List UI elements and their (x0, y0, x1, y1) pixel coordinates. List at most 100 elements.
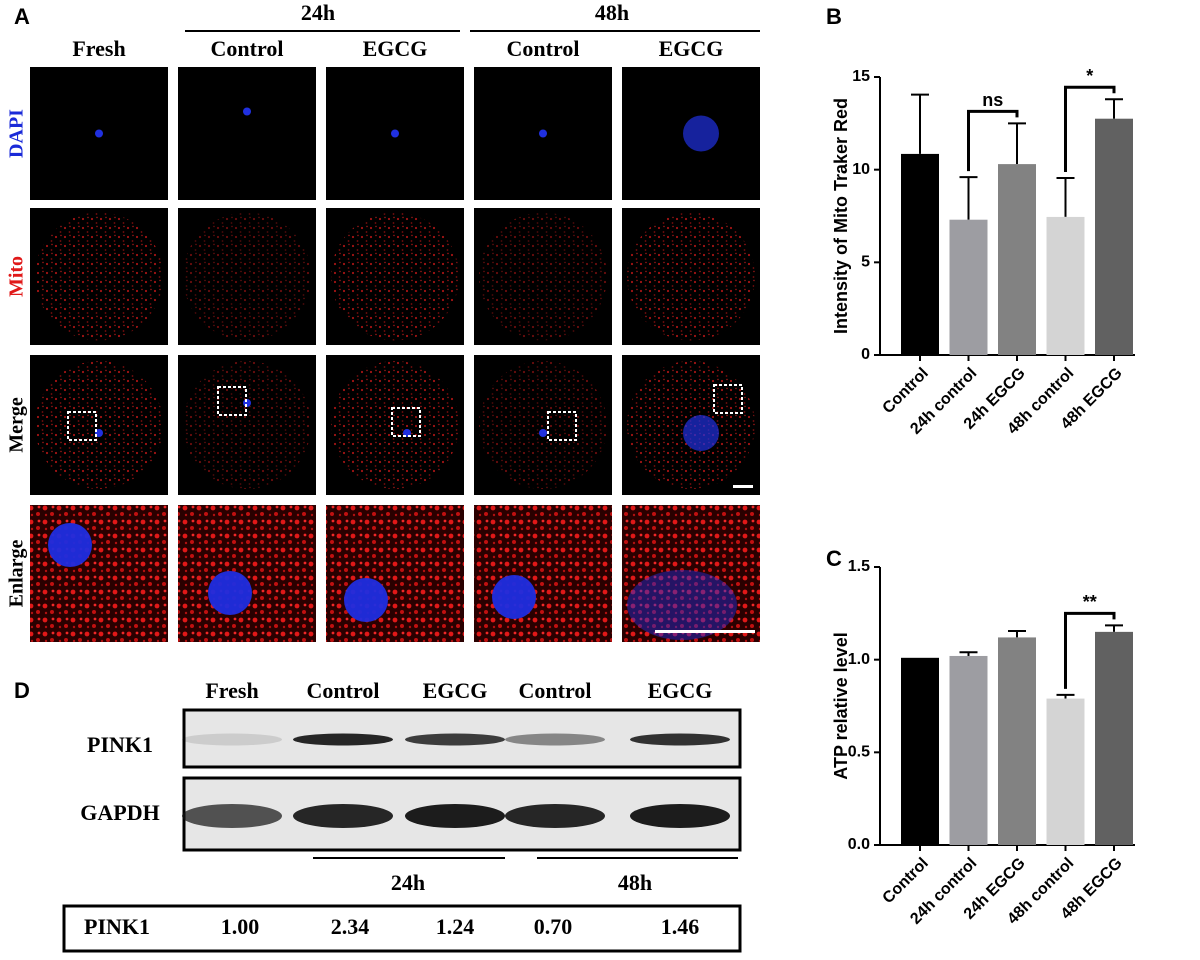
error-bar (1056, 693, 1075, 699)
chromatin (539, 129, 547, 138)
panel-label: B (826, 4, 842, 29)
table-cell: 1.46 (661, 914, 700, 939)
y-tick-label: 10 (852, 161, 870, 178)
lane-label: Control (307, 678, 380, 703)
band (293, 733, 393, 746)
micrograph (178, 67, 316, 200)
chromatin (95, 129, 103, 138)
micrograph (178, 505, 316, 642)
oocyte (331, 212, 459, 341)
bar (1095, 118, 1133, 355)
table-box (62, 904, 742, 953)
band (505, 804, 605, 828)
panel-label: C (826, 546, 842, 571)
inset-box (713, 384, 743, 414)
row-label: Enlarge (6, 539, 28, 607)
error-bar (959, 651, 978, 656)
table-cell: 1.24 (436, 914, 475, 939)
group-label: 48h (595, 0, 629, 25)
y-tick-label: 0.5 (848, 744, 870, 761)
error-bar (1008, 122, 1026, 165)
table-cell: 1.00 (221, 914, 260, 939)
bar (998, 637, 1036, 845)
chromatin (391, 129, 399, 138)
oocyte (183, 212, 311, 341)
y-tick-label: 1.5 (848, 558, 870, 575)
oocyte (479, 212, 607, 341)
panel-label: A (14, 4, 30, 29)
oocyte (35, 212, 163, 341)
bar (1046, 216, 1085, 355)
row-label: Mito (6, 256, 28, 297)
significance-label: * (1086, 66, 1093, 86)
blot-label: PINK1 (87, 732, 153, 757)
bar (998, 164, 1036, 355)
chromatin-enlarged (48, 523, 92, 567)
significance-bracket (967, 109, 1019, 172)
error-bar (959, 176, 978, 220)
error-bar (1105, 98, 1123, 119)
row-label: Merge (6, 397, 28, 453)
error-bar (1008, 629, 1026, 638)
bar (1046, 698, 1085, 845)
significance-label: ns (982, 90, 1003, 110)
y-tick-label: 15 (852, 68, 870, 85)
bar (901, 153, 939, 355)
chromatin (243, 107, 251, 116)
inset-box (67, 411, 97, 441)
error-bar (1056, 177, 1075, 217)
inset-box (217, 386, 247, 416)
micrograph (326, 505, 464, 642)
group-label: 24h (391, 870, 425, 895)
oocyte (183, 361, 311, 489)
inset-box (547, 411, 577, 441)
column-label: Control (507, 36, 580, 61)
y-axis-label: ATP relative level (831, 632, 851, 779)
band (182, 804, 282, 828)
band (293, 804, 393, 828)
row-label: DAPI (6, 109, 28, 158)
error-bar (1105, 624, 1123, 632)
panel-d: D Fresh Control EGCG Control EGCG PINK1 GAPDH 24… (14, 678, 742, 953)
lane-label: Control (519, 678, 592, 703)
lane-label: Fresh (205, 678, 258, 703)
group-label: 24h (301, 0, 335, 25)
group-label: 48h (618, 870, 652, 895)
blot-label: GAPDH (80, 800, 159, 825)
band (505, 733, 605, 746)
chromatin (539, 429, 547, 437)
oocyte (479, 361, 607, 489)
y-tick-label: 5 (861, 254, 870, 271)
band (630, 804, 730, 828)
bar (1095, 631, 1133, 845)
oocyte (35, 361, 163, 489)
bar (949, 655, 988, 845)
y-tick-label: 0.0 (848, 836, 870, 853)
chromatin-enlarged (208, 571, 252, 615)
column-label: EGCG (363, 36, 428, 61)
chromatin (683, 415, 719, 451)
chromatin-enlarged (492, 575, 536, 619)
lane-label: EGCG (648, 678, 713, 703)
chromatin-enlarged (627, 570, 737, 640)
lane-label: EGCG (423, 678, 488, 703)
bar (949, 219, 988, 355)
band (630, 733, 730, 746)
column-label: EGCG (659, 36, 724, 61)
table-row-label: PINK1 (84, 914, 150, 939)
bar (901, 657, 939, 845)
y-axis-label: Intensity of Mito Traker Red (831, 98, 851, 334)
significance-bracket (1064, 611, 1116, 689)
micrograph (30, 505, 168, 642)
micrograph (474, 505, 612, 642)
column-label: Control (211, 36, 284, 61)
table-cell: 2.34 (331, 914, 370, 939)
band (405, 804, 505, 828)
table-cell: 0.70 (534, 914, 573, 939)
chromatin-enlarged (344, 578, 388, 622)
significance-label: ** (1083, 592, 1097, 612)
inset-box (391, 407, 421, 437)
